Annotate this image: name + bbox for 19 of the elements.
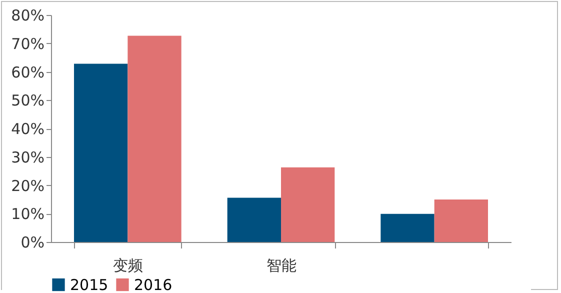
y-tick-label: 60%	[11, 63, 44, 82]
legend-label: 2016	[134, 276, 172, 293]
bar	[380, 214, 434, 242]
x-tick-label: 变频	[113, 256, 144, 274]
bar	[434, 199, 488, 242]
y-tick-label: 70%	[11, 34, 44, 53]
legend-label: 2015	[70, 276, 108, 293]
x-tick-label: 智能	[266, 256, 296, 274]
y-tick-label: 30%	[11, 148, 44, 166]
y-tick-label: 0%	[20, 234, 44, 252]
y-tick-label: 80%	[11, 6, 44, 24]
bar	[281, 167, 335, 242]
y-tick-label: 20%	[11, 176, 44, 195]
y-tick-label: 40%	[11, 120, 44, 138]
y-tick-label: 10%	[11, 205, 44, 224]
bar	[227, 198, 281, 242]
bar	[74, 64, 128, 242]
y-tick-label: 50%	[11, 92, 44, 110]
bar	[128, 36, 182, 242]
